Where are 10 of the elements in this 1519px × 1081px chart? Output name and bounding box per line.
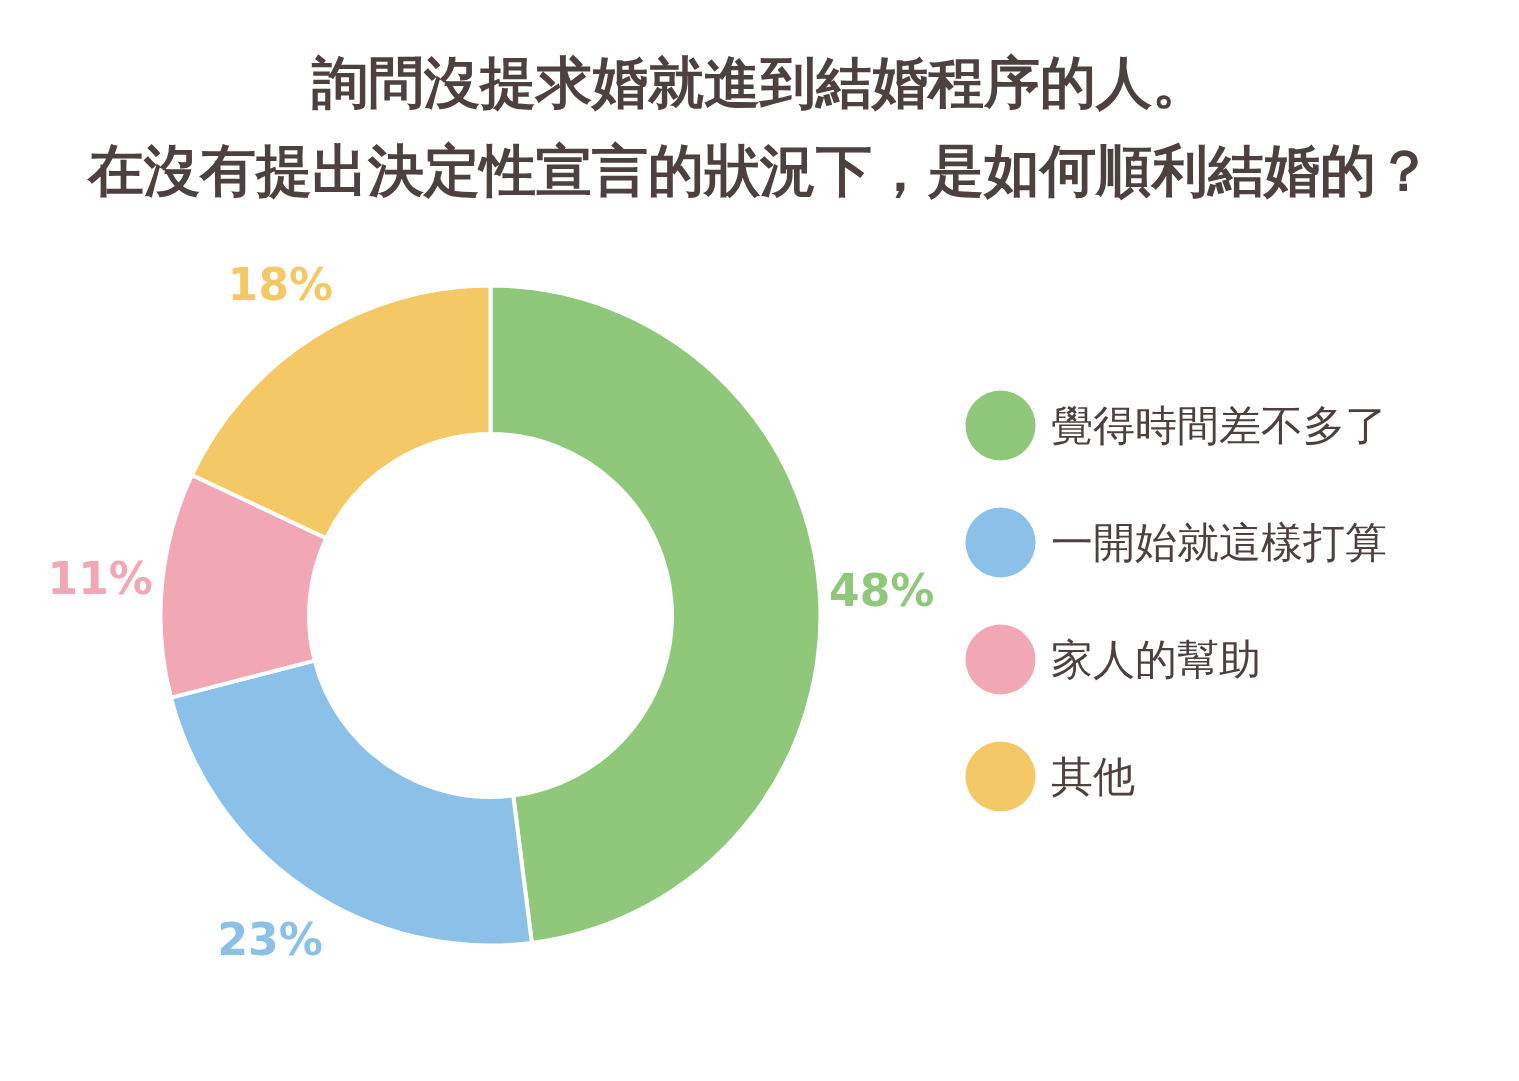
- data-label: 23%: [217, 914, 323, 966]
- chart-subtitle: 在沒有提出決定性宣言的狀況下，是如何順利結婚的？: [86, 139, 1432, 202]
- data-label: 18%: [227, 259, 334, 311]
- chart-title: 詢問沒提求婚就進到結婚程序的人。: [311, 51, 1208, 114]
- legend-label: 一開始就這樣打算: [1050, 518, 1387, 567]
- legend-label: 其他: [1050, 752, 1135, 801]
- legend-label: 覺得時間差不多了: [1050, 401, 1387, 450]
- data-label: 48%: [829, 565, 935, 617]
- data-label: 11%: [47, 553, 153, 605]
- legend-label: 家人的幫助: [1050, 635, 1261, 684]
